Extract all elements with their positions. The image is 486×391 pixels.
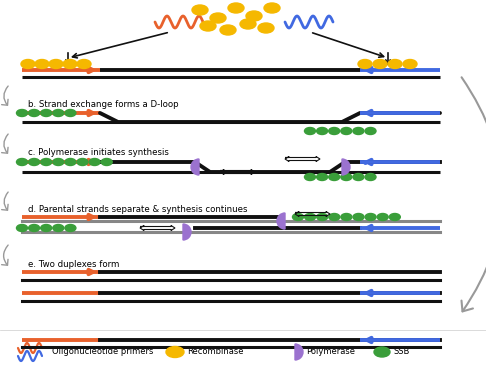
Text: Polymerase: Polymerase <box>306 348 355 357</box>
Wedge shape <box>295 344 303 360</box>
Ellipse shape <box>17 158 28 165</box>
Ellipse shape <box>53 158 64 165</box>
Ellipse shape <box>41 224 52 231</box>
Text: c. Polymerase initiates synthesis: c. Polymerase initiates synthesis <box>28 148 169 157</box>
Wedge shape <box>183 224 191 240</box>
Ellipse shape <box>210 13 226 23</box>
Ellipse shape <box>53 224 64 231</box>
Ellipse shape <box>373 59 387 68</box>
Ellipse shape <box>246 11 262 21</box>
Ellipse shape <box>17 109 28 117</box>
Ellipse shape <box>377 213 388 221</box>
Ellipse shape <box>49 59 63 68</box>
Ellipse shape <box>65 109 76 117</box>
Ellipse shape <box>35 59 49 68</box>
Ellipse shape <box>77 158 88 165</box>
Ellipse shape <box>358 59 372 68</box>
Ellipse shape <box>353 213 364 221</box>
Ellipse shape <box>293 213 303 221</box>
Ellipse shape <box>220 25 236 35</box>
Wedge shape <box>342 159 350 175</box>
Text: e. Two duplexes form: e. Two duplexes form <box>28 260 120 269</box>
Ellipse shape <box>317 213 328 221</box>
Ellipse shape <box>89 158 100 165</box>
Ellipse shape <box>329 127 340 135</box>
Ellipse shape <box>305 174 315 181</box>
Ellipse shape <box>341 213 352 221</box>
Ellipse shape <box>353 174 364 181</box>
Text: Oligonucleotide primers: Oligonucleotide primers <box>52 348 154 357</box>
Ellipse shape <box>228 3 244 13</box>
Ellipse shape <box>389 213 400 221</box>
FancyArrowPatch shape <box>462 77 486 311</box>
Ellipse shape <box>365 174 376 181</box>
Wedge shape <box>191 159 199 175</box>
Ellipse shape <box>77 59 91 68</box>
Ellipse shape <box>41 109 52 117</box>
Text: Recombinase: Recombinase <box>187 348 243 357</box>
Ellipse shape <box>365 127 376 135</box>
Ellipse shape <box>29 158 39 165</box>
Ellipse shape <box>53 109 64 117</box>
Text: d. Parental strands separate & synthesis continues: d. Parental strands separate & synthesis… <box>28 205 247 214</box>
Ellipse shape <box>264 3 280 13</box>
Ellipse shape <box>166 346 184 357</box>
Ellipse shape <box>65 158 76 165</box>
Wedge shape <box>277 213 285 229</box>
Ellipse shape <box>258 23 274 33</box>
Ellipse shape <box>63 59 77 68</box>
Text: SSB: SSB <box>393 348 409 357</box>
Ellipse shape <box>305 127 315 135</box>
Ellipse shape <box>305 213 315 221</box>
Ellipse shape <box>329 174 340 181</box>
Ellipse shape <box>374 347 390 357</box>
Ellipse shape <box>365 213 376 221</box>
Ellipse shape <box>329 213 340 221</box>
FancyArrowPatch shape <box>1 86 8 105</box>
Ellipse shape <box>29 109 39 117</box>
Ellipse shape <box>41 158 52 165</box>
Ellipse shape <box>192 5 208 15</box>
FancyArrowPatch shape <box>1 245 8 265</box>
Ellipse shape <box>403 59 417 68</box>
Ellipse shape <box>65 224 76 231</box>
Ellipse shape <box>316 174 328 181</box>
Ellipse shape <box>353 127 364 135</box>
Ellipse shape <box>21 59 35 68</box>
Ellipse shape <box>240 19 256 29</box>
FancyArrowPatch shape <box>1 192 8 210</box>
Ellipse shape <box>200 21 216 31</box>
Ellipse shape <box>101 158 112 165</box>
Ellipse shape <box>341 127 352 135</box>
Ellipse shape <box>316 127 328 135</box>
Text: b. Strand exchange forms a D-loop: b. Strand exchange forms a D-loop <box>28 100 179 109</box>
FancyArrowPatch shape <box>1 134 8 153</box>
Ellipse shape <box>29 224 39 231</box>
Ellipse shape <box>388 59 402 68</box>
Ellipse shape <box>17 224 28 231</box>
Ellipse shape <box>341 174 352 181</box>
